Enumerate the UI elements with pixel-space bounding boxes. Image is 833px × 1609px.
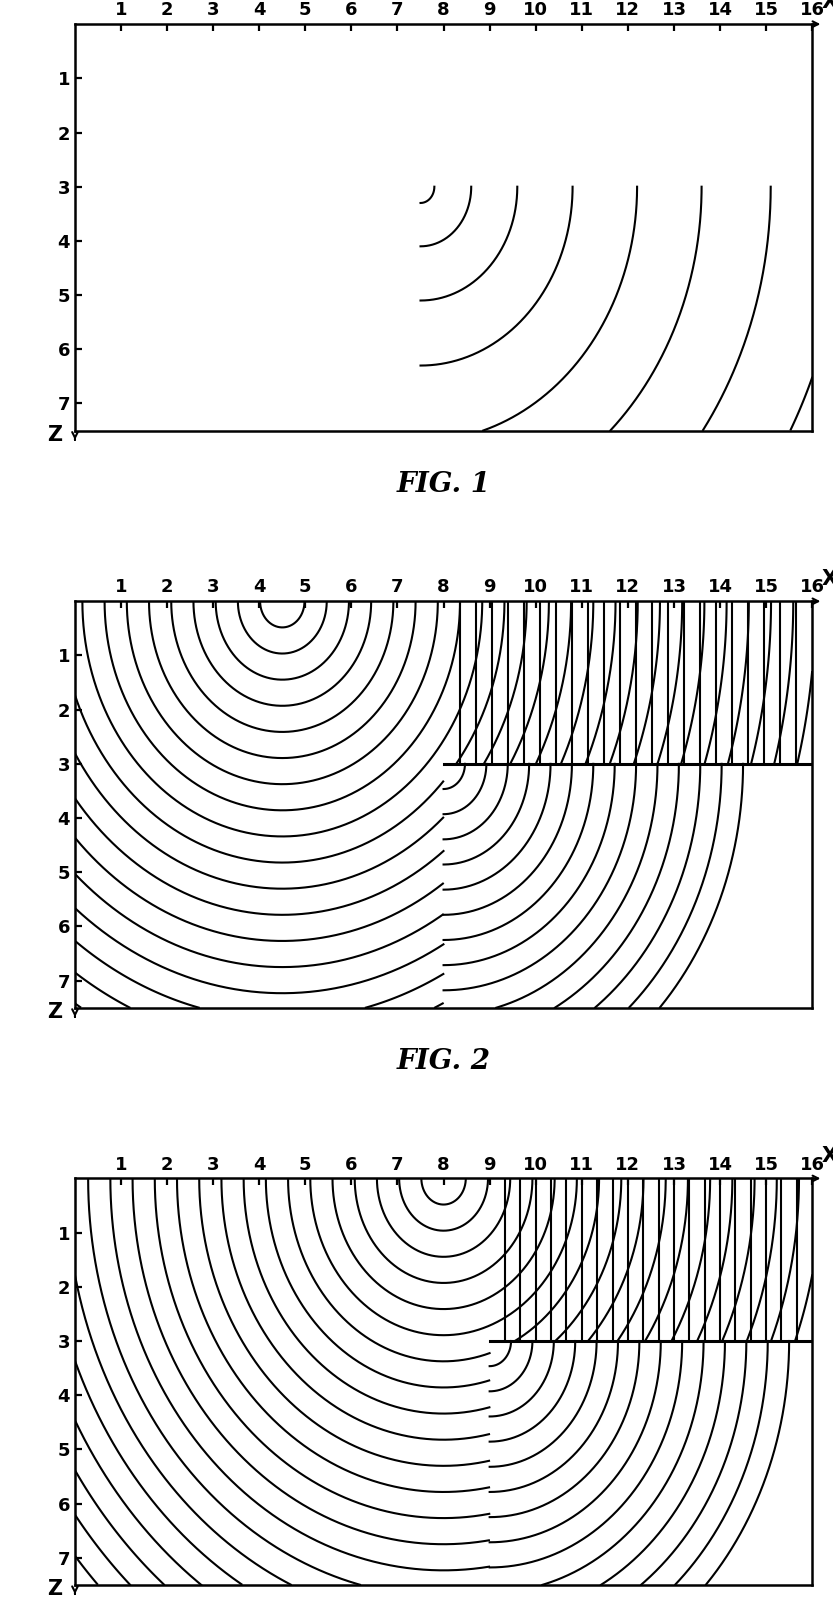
Text: Z: Z [47, 1002, 62, 1022]
Text: Z: Z [47, 1578, 62, 1599]
Text: FIG. 2: FIG. 2 [397, 1049, 491, 1075]
Text: X: X [822, 0, 833, 11]
Text: FIG. 1: FIG. 1 [397, 471, 491, 499]
Text: Z: Z [47, 425, 62, 444]
Text: X: X [822, 570, 833, 589]
Text: X: X [822, 1146, 833, 1167]
